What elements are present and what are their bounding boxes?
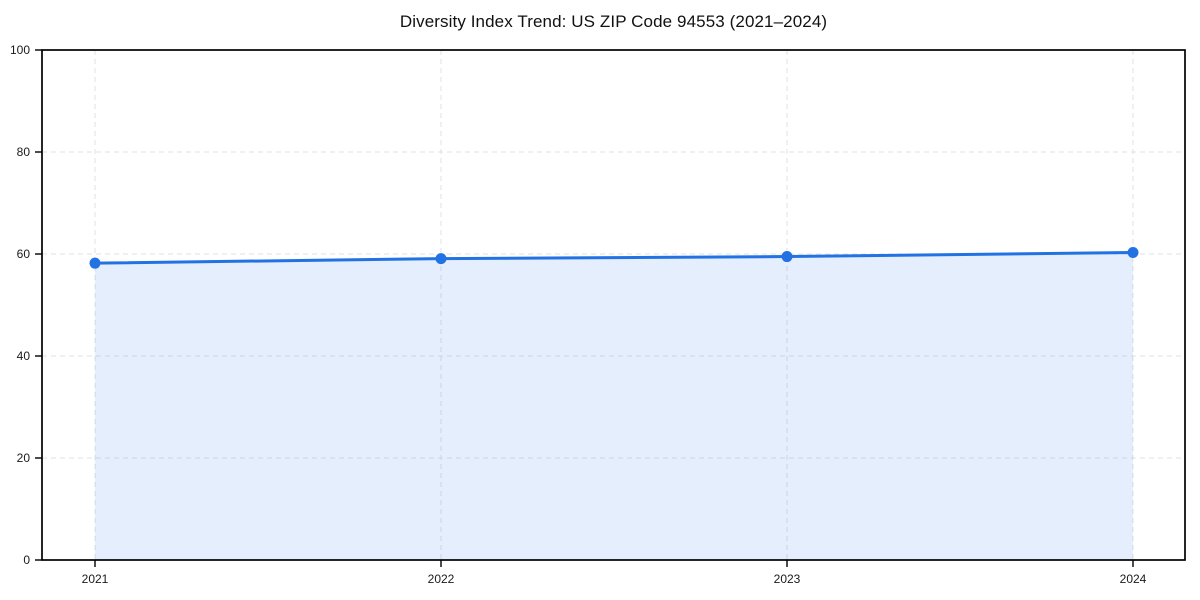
- y-tick-label: 60: [17, 247, 31, 261]
- y-tick-label: 100: [10, 43, 30, 57]
- y-tick-label: 0: [23, 553, 30, 567]
- data-point-marker: [781, 251, 793, 263]
- area-fill: [95, 252, 1133, 560]
- y-tick-label: 40: [17, 349, 31, 363]
- data-point-marker: [89, 257, 101, 269]
- y-tick-label: 80: [17, 145, 31, 159]
- plot-frame: [41, 49, 1186, 561]
- y-tick-label: 20: [17, 451, 31, 465]
- data-point-marker: [1127, 246, 1139, 258]
- x-tick-label: 2024: [1120, 572, 1147, 586]
- chart-title: Diversity Index Trend: US ZIP Code 94553…: [399, 12, 828, 31]
- x-tick-label: 2023: [774, 572, 801, 586]
- x-tick-label: 2022: [428, 572, 455, 586]
- x-tick-label: 2021: [82, 572, 109, 586]
- series-line: [93, 250, 1135, 265]
- data-point-marker: [435, 253, 447, 265]
